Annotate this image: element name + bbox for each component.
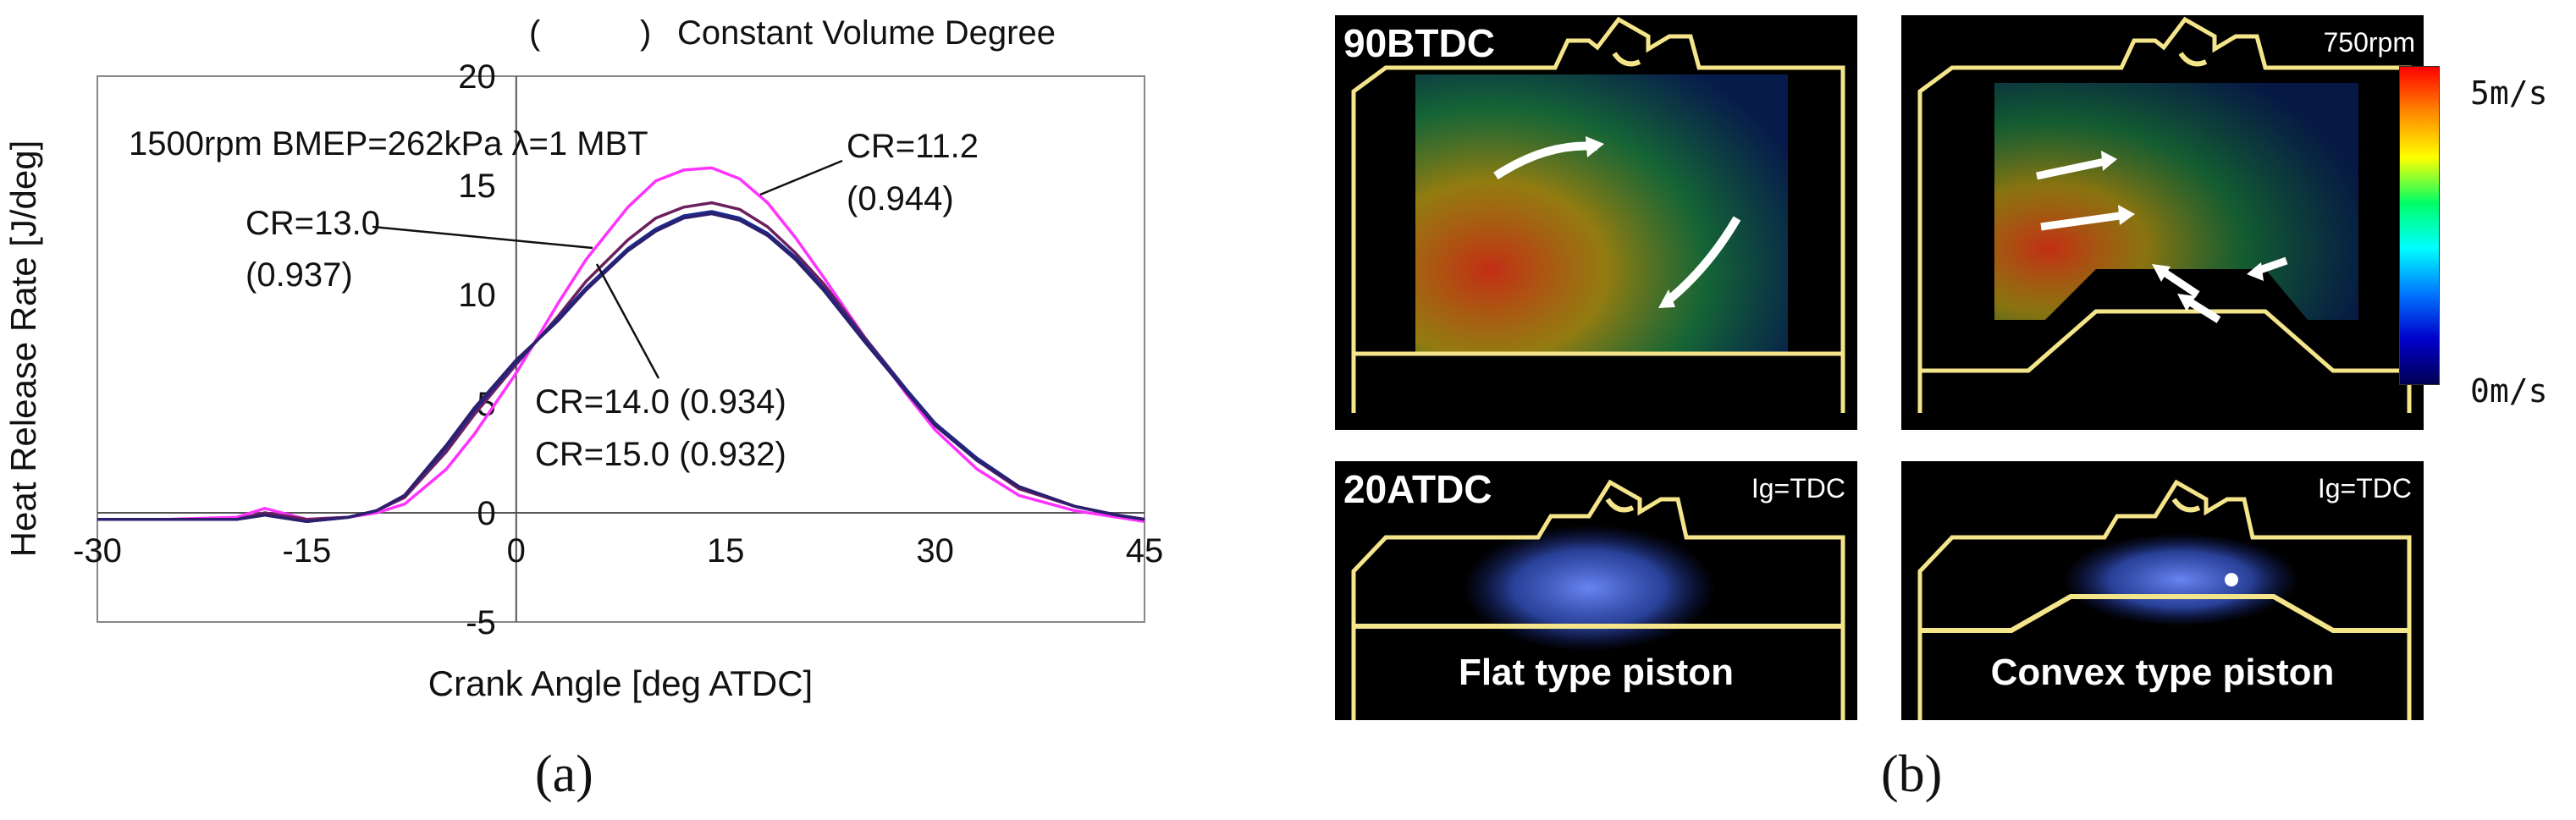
panel-label-a: (a) [535,746,593,803]
panel-note-ig-convex: Ig=TDC [2317,473,2412,504]
x-tick-label: 45 [1126,532,1164,570]
leader-cr140 [595,263,660,379]
caption-convex-piston: Convex type piston [1990,652,2335,693]
annot-cr140: CR=14.0 (0.934) [535,383,786,421]
annot-cr150: CR=15.0 (0.932) [535,436,786,473]
piv-panel-flat-90btdc: 90BTDC [1335,15,1857,430]
y-tick-label: 0 [477,495,496,532]
caption-flat-piston: Flat type piston [1458,652,1735,693]
y-tick-label: -5 [466,604,496,641]
convex-piston-flame-image [1917,479,2412,720]
plot-frame [97,75,1145,623]
x-axis-label: Crank Angle [deg ATDC] [428,663,813,703]
flame-panel-flat-20atdc: 20ATDC Ig=TDC Flat type piston [1335,461,1857,720]
y-tick-label: 15 [458,168,496,205]
x-tick-label: 30 [916,532,954,570]
panel-title-90btdc: 90BTDC [1343,21,1495,65]
panel-note-750rpm: 750rpm [2323,27,2416,58]
panel-title-20atdc: 20ATDC [1343,467,1492,511]
convex-piston-flow-field [1917,16,2412,413]
piv-panel-convex-90btdc: 750rpm [1901,15,2424,430]
y-tick-label: 10 [458,277,496,314]
y-axis-label: Heat Release Rate [J/deg] [3,140,43,558]
panel-label-b: (b) [1881,746,1943,803]
panel-note-ig-flat: Ig=TDC [1751,473,1845,504]
chart-title-paren-open: ( [529,14,541,52]
chart-title-text: Constant Volume Degree [677,14,1056,52]
chart-title-paren-close: ) [640,14,651,52]
x-tick-label: -30 [73,532,122,570]
flame-panel-convex-20atdc: Ig=TDC Convex type piston [1901,461,2424,720]
leader-cr130 [372,225,593,250]
annot-cr112: CR=11.2 [847,128,979,165]
x-tick-label: 15 [707,532,745,570]
flat-piston-flame-image [1351,479,1845,720]
velocity-colorbar [2399,66,2440,385]
annot-cr130-val: (0.937) [245,256,353,294]
colorbar-max-label: 5m/s [2470,74,2548,112]
flat-piston-flow-field [1351,16,1845,413]
y-tick-label: 20 [458,58,496,96]
x-tick-label: -15 [282,532,331,570]
annot-cr130: CR=13.0 [245,205,380,242]
annot-cr112-val: (0.944) [847,180,954,217]
leader-cr112 [759,159,843,196]
series-line-4 [97,212,1145,524]
x-tick-label: 0 [507,532,526,570]
condition-label: 1500rpm BMEP=262kPa λ=1 MBT [129,125,648,162]
colorbar-min-label: 0m/s [2470,372,2548,410]
